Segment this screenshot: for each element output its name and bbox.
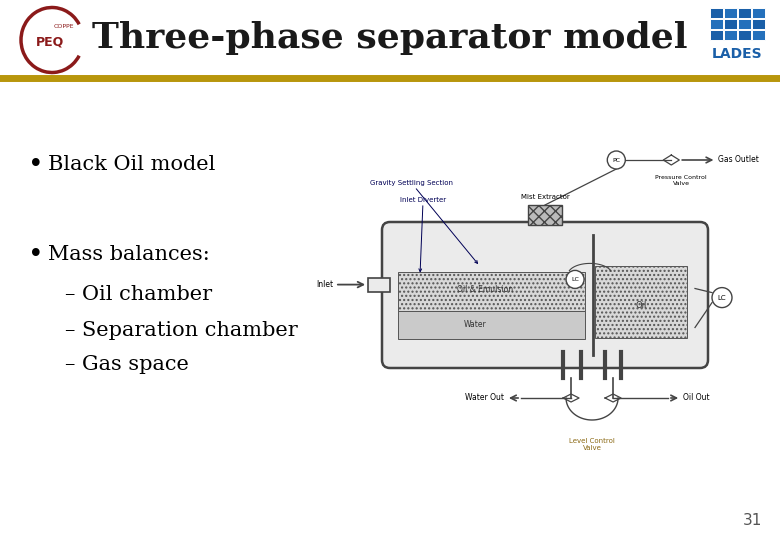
Text: •: •: [28, 242, 44, 268]
Text: Inlet: Inlet: [316, 280, 333, 289]
Bar: [398, 310, 585, 339]
Bar: [398, 272, 585, 310]
Circle shape: [712, 288, 732, 308]
Text: •: •: [28, 152, 44, 178]
Circle shape: [566, 271, 584, 288]
Bar: [752, 30, 765, 40]
Text: Oil: Oil: [636, 301, 647, 310]
Text: Mass balances:: Mass balances:: [48, 246, 210, 265]
Text: COPPE: COPPE: [54, 24, 74, 29]
Text: 31: 31: [743, 513, 762, 528]
Text: Gas Outlet: Gas Outlet: [718, 156, 759, 165]
Text: Black Oil model: Black Oil model: [48, 156, 215, 174]
Bar: [724, 30, 737, 40]
Bar: [368, 278, 390, 292]
Text: – Oil chamber: – Oil chamber: [65, 286, 212, 305]
Bar: [724, 8, 737, 18]
Bar: [528, 205, 562, 225]
Circle shape: [608, 151, 626, 169]
Bar: [752, 19, 765, 29]
Bar: [710, 30, 723, 40]
Text: Oil & Emulsion: Oil & Emulsion: [457, 285, 513, 294]
Text: Level Control
Valve: Level Control Valve: [569, 438, 615, 451]
Bar: [595, 266, 687, 338]
Text: Pressure Control
Valve: Pressure Control Valve: [655, 175, 707, 186]
FancyBboxPatch shape: [382, 222, 708, 368]
Text: Oil Out: Oil Out: [683, 394, 710, 402]
Bar: [738, 19, 751, 29]
Bar: [710, 8, 723, 18]
Text: Water: Water: [464, 320, 487, 329]
Bar: [752, 8, 765, 18]
Text: LC: LC: [571, 277, 579, 282]
Text: PC: PC: [612, 158, 620, 163]
Bar: [738, 30, 751, 40]
Text: – Gas space: – Gas space: [65, 355, 189, 375]
Bar: [738, 8, 751, 18]
Text: Mist Extractor: Mist Extractor: [520, 194, 569, 200]
Text: Three-phase separator model: Three-phase separator model: [92, 21, 688, 55]
Text: Water Out: Water Out: [465, 394, 504, 402]
Text: LC: LC: [718, 295, 726, 301]
Text: PEQ: PEQ: [36, 36, 64, 49]
Bar: [710, 19, 723, 29]
Text: Inlet Diverter: Inlet Diverter: [400, 197, 446, 272]
Text: Gravity Settling Section: Gravity Settling Section: [370, 180, 477, 264]
Text: – Separation chamber: – Separation chamber: [65, 321, 298, 340]
Text: LADES: LADES: [711, 47, 762, 61]
Bar: [724, 19, 737, 29]
